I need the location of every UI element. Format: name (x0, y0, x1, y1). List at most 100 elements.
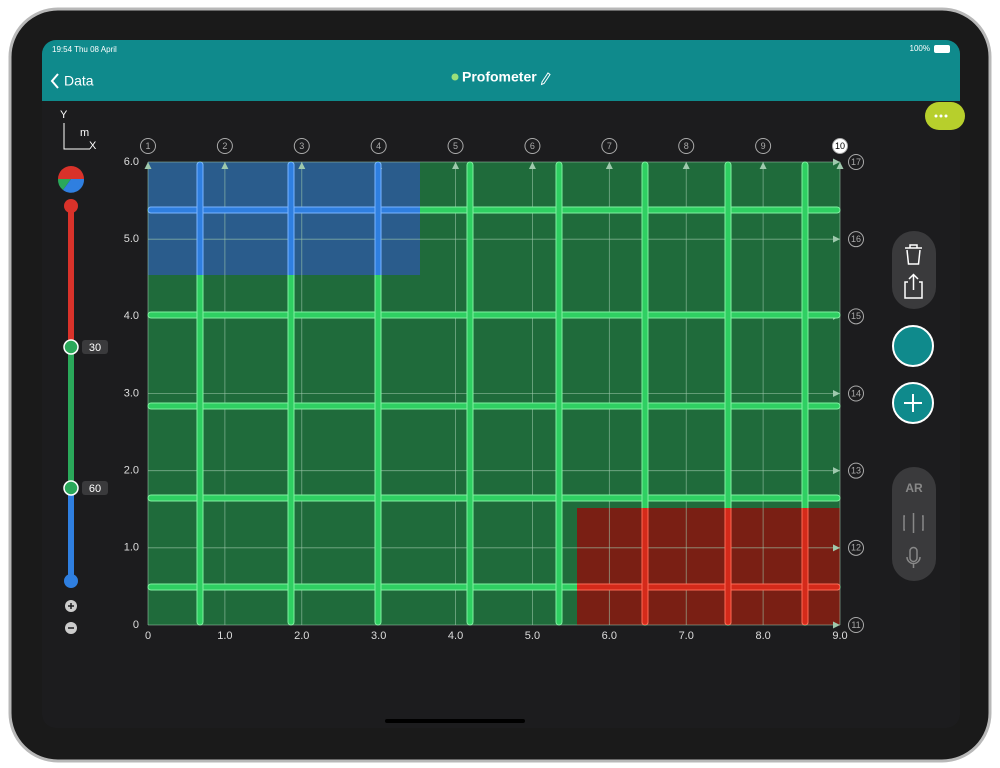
back-label[interactable]: Data (64, 73, 94, 89)
column-marker (216, 138, 233, 154)
row-marker (848, 617, 864, 633)
side-toolbar: AR (892, 231, 936, 581)
row-marker (848, 462, 864, 479)
slider-knob[interactable] (64, 574, 78, 588)
deep-region (577, 508, 840, 625)
depth-label: 60 (89, 483, 101, 495)
column-marker-label: 6 (530, 141, 535, 151)
rebar (148, 206, 420, 214)
column-marker (832, 138, 848, 154)
battery-icon (934, 45, 950, 53)
grid-arrow (833, 544, 840, 552)
axis-legend: Y m X (60, 109, 97, 152)
home-indicator (385, 719, 525, 723)
axis-x: X (89, 140, 97, 152)
depth-slider[interactable]: 30 60 (57, 166, 108, 634)
rebar-group (577, 508, 840, 625)
rebar (555, 161, 563, 626)
grid-arrow (833, 467, 840, 475)
grid-arrow (833, 158, 840, 166)
column-marker-label: 8 (684, 141, 689, 151)
row-marker-label: 13 (851, 466, 861, 476)
x-tick-label: 4.0 (448, 630, 463, 642)
grid-arrow (452, 162, 460, 169)
x-tick-label: 1.0 (217, 630, 232, 642)
column-marker-label: 4 (376, 141, 381, 151)
ar-button[interactable]: AR (905, 481, 923, 495)
depth-label: 30 (89, 342, 101, 354)
column-marker-label: 9 (761, 141, 766, 151)
y-tick-label: 2.0 (124, 465, 139, 477)
y-tick-label: 3.0 (124, 387, 139, 399)
row-marker (848, 385, 864, 402)
row-marker-label: 17 (851, 157, 861, 167)
delete-button[interactable] (905, 244, 922, 265)
split-button[interactable] (903, 513, 924, 533)
grid-arrow (833, 390, 840, 397)
grid-arrow (144, 162, 152, 169)
grid-arrow (298, 162, 306, 169)
color-button[interactable] (892, 325, 934, 367)
slider-knob[interactable] (64, 199, 78, 213)
row-marker (848, 539, 864, 556)
trash-icon[interactable] (905, 244, 922, 265)
column-marker (140, 138, 156, 154)
y-tick-label: 6.0 (124, 156, 139, 168)
more-button[interactable] (925, 102, 965, 130)
scan-plot (144, 158, 844, 629)
x-tick-label: 7.0 (679, 630, 694, 642)
dot (934, 114, 938, 118)
row-marker-label: 12 (851, 543, 861, 553)
row-marker (848, 154, 864, 170)
share-button[interactable] (904, 273, 923, 299)
column-marker-label: 5 (453, 141, 458, 151)
add-icon (904, 394, 922, 412)
row-marker-label: 15 (851, 311, 861, 321)
rebar (801, 508, 809, 625)
rebar (147, 402, 841, 410)
color-wheel-green (57, 179, 71, 190)
color-wheel-red (58, 166, 84, 179)
battery-level: 100% (910, 44, 930, 53)
label-bg (82, 481, 108, 495)
x-tick-label: 0 (145, 630, 151, 642)
dot (944, 114, 948, 118)
mic-button[interactable] (906, 546, 921, 569)
plus-icon (68, 603, 74, 609)
y-tick-label: 4.0 (124, 310, 139, 322)
slider-knob[interactable] (63, 480, 79, 496)
status-dot (451, 73, 459, 81)
grid-arrow (221, 162, 229, 169)
column-marker (447, 138, 464, 154)
column-marker-label: 3 (299, 141, 304, 151)
slider-knob[interactable] (63, 339, 79, 355)
back-button[interactable]: Data (50, 73, 94, 89)
rebar (466, 161, 474, 626)
axis-icon (63, 123, 90, 150)
slider-green (68, 347, 74, 488)
x-tick-label: 6.0 (602, 630, 617, 642)
edit-icon[interactable] (540, 72, 551, 86)
rebar-group (148, 162, 420, 275)
column-marker (601, 138, 618, 154)
column-marker-label: 1 (145, 141, 150, 151)
rebar (374, 162, 382, 275)
slider-blue (68, 488, 74, 581)
column-marker (678, 138, 695, 154)
row-marker-label: 16 (851, 234, 861, 244)
rebar (147, 494, 841, 502)
x-tick-label: 8.0 (755, 630, 770, 642)
rebar (641, 508, 649, 625)
axis-y: Y (60, 109, 68, 121)
x-tick-label: 5.0 (525, 630, 540, 642)
back-chevron (50, 73, 59, 89)
label-bg (82, 340, 108, 354)
column-marker (755, 138, 772, 154)
rebar (147, 311, 841, 319)
row-marker-label: 14 (851, 388, 861, 398)
page-title[interactable]: Profometer (462, 69, 537, 85)
tool-pill (892, 231, 936, 309)
column-marker-label: 10 (835, 141, 845, 151)
grid-arrow (833, 621, 840, 629)
